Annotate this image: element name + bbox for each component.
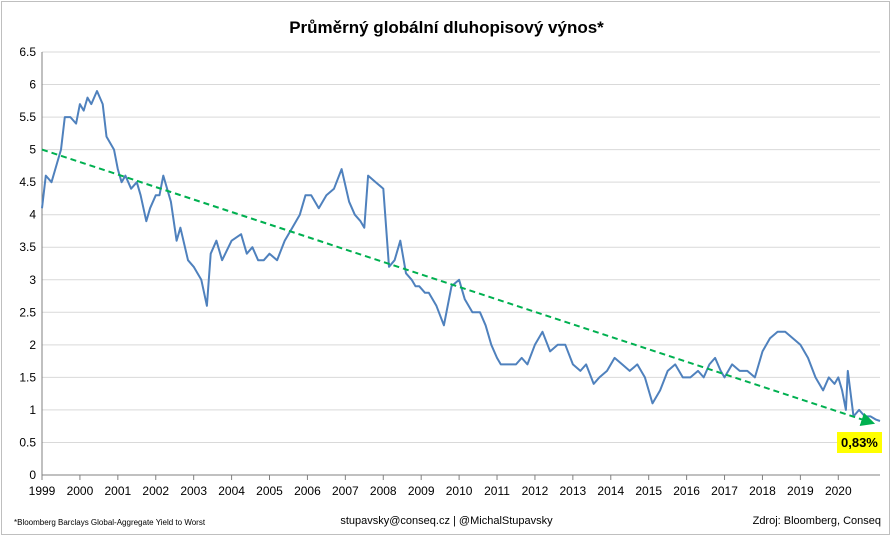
x-tick-label: 2015 — [635, 484, 662, 498]
y-tick-label: 6 — [29, 78, 36, 92]
axes — [41, 52, 880, 480]
footnote: *Bloomberg Barclays Global-Aggregate Yie… — [14, 518, 206, 527]
y-tick-label: 5 — [29, 143, 36, 157]
y-tick-label: 3 — [29, 273, 36, 287]
y-tick-label: 1.5 — [19, 370, 36, 384]
x-tick-label: 2020 — [825, 484, 852, 498]
x-tick-labels: 1999 2000 2001 2002 2003 2004 2005 2006 2007 2008… — [29, 484, 852, 498]
y-tick-label: 6.5 — [19, 45, 36, 59]
gridlines — [42, 51, 880, 443]
y-tick-label: 0.5 — [19, 435, 36, 449]
y-tick-label: 4 — [29, 208, 36, 222]
y-tick-label: 2 — [29, 338, 36, 352]
x-tick-label: 2001 — [104, 484, 131, 498]
y-tick-label: 0 — [29, 468, 36, 482]
x-tick-label: 2019 — [787, 484, 814, 498]
y-tick-label: 2.5 — [19, 305, 36, 319]
y-tick-label: 3.5 — [19, 240, 36, 254]
y-tick-labels: 0 0.5 1 1.5 2 2.5 3 3.5 4 4.5 5 5.5 6 6.5 — [19, 45, 36, 482]
x-tick-label: 2013 — [560, 484, 587, 498]
x-tick-label: 2005 — [256, 484, 283, 498]
x-tick-label: 2012 — [522, 484, 549, 498]
trend-line — [41, 148, 876, 427]
series — [41, 90, 881, 427]
x-tick-label: 2018 — [749, 484, 776, 498]
x-tick-label: 2006 — [294, 484, 321, 498]
x-tick-label: 2016 — [673, 484, 700, 498]
x-tick-label: 2008 — [370, 484, 397, 498]
last-value-callout: 0,83% — [837, 432, 882, 453]
y-tick-label: 1 — [29, 403, 36, 417]
x-tick-label: 1999 — [29, 484, 56, 498]
contact-info: stupavsky@conseq.cz | @MichalStupavsky — [340, 515, 553, 527]
x-tick-label: 2004 — [218, 484, 245, 498]
x-tick-label: 2014 — [597, 484, 624, 498]
chart-title: Průměrný globální dluhopisový výnos* — [289, 18, 604, 37]
x-tick-label: 2000 — [67, 484, 94, 498]
x-tick-label: 2007 — [332, 484, 359, 498]
x-tick-label: 2011 — [484, 484, 510, 498]
x-tick-label: 2002 — [142, 484, 169, 498]
x-tick-label: 2017 — [711, 484, 738, 498]
source-note: Zdroj: Bloomberg, Conseq — [752, 515, 881, 527]
x-tick-label: 2003 — [180, 484, 207, 498]
x-tick-label: 2010 — [446, 484, 473, 498]
y-tick-label: 5.5 — [19, 110, 36, 124]
x-tick-label: 2009 — [408, 484, 435, 498]
y-tick-label: 4.5 — [19, 175, 36, 189]
yield-series-line — [41, 90, 881, 422]
